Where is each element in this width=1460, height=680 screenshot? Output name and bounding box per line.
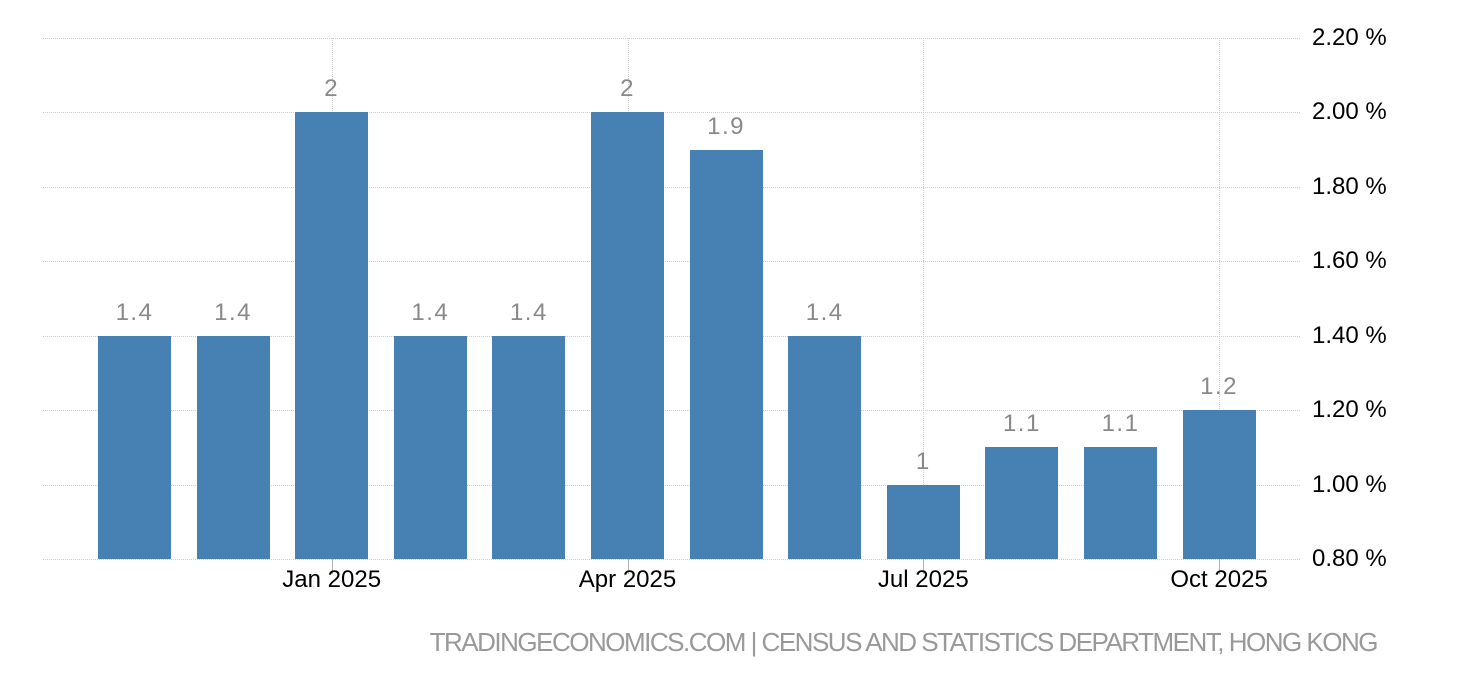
x-axis-tick xyxy=(331,559,333,574)
x-axis-label: Jan 2025 xyxy=(282,566,382,593)
bar-value-label: 1.4 xyxy=(805,298,844,326)
bar-feb-2025[interactable] xyxy=(393,335,467,559)
bar-oct-2025[interactable] xyxy=(1182,410,1256,559)
x-axis-tick xyxy=(627,559,629,574)
bar-value-label: 2 xyxy=(324,75,340,103)
bar-apr-2025[interactable] xyxy=(591,112,664,559)
bar-value-label: 1.4 xyxy=(509,298,548,326)
x-axis-tick xyxy=(1219,559,1221,574)
source-attribution: TRADINGECONOMICS.COM | CENSUS AND STATIS… xyxy=(429,627,1379,657)
bar-dec-2024[interactable] xyxy=(196,335,270,559)
bar-value-label: 1.4 xyxy=(411,298,450,326)
gridline-horizontal xyxy=(43,335,1300,337)
bar-value-label: 1.9 xyxy=(707,112,746,140)
x-axis-label: Jul 2025 xyxy=(877,566,969,593)
y-axis-label: 1.60 % xyxy=(1312,247,1387,275)
bar-value-label: 1.4 xyxy=(115,298,154,326)
gridline-horizontal xyxy=(43,559,1300,560)
gridline-horizontal xyxy=(43,112,1300,114)
bar-value-label: 1.1 xyxy=(1002,410,1041,438)
bar-jan-2025[interactable] xyxy=(295,112,369,559)
y-axis-label: 0.80 % xyxy=(1312,545,1387,572)
gridline-vertical xyxy=(923,38,925,559)
bar-mar-2025[interactable] xyxy=(492,335,566,559)
x-axis-tick xyxy=(923,559,925,574)
y-axis-label: 2.20 % xyxy=(1312,24,1387,51)
gridline-horizontal xyxy=(43,484,1300,486)
y-axis-label: 1.00 % xyxy=(1312,470,1387,498)
bar-value-label: 2 xyxy=(620,75,635,103)
gridline-horizontal xyxy=(43,186,1300,188)
bar-value-label: 1.1 xyxy=(1101,410,1140,438)
gridline-vertical xyxy=(1219,38,1221,559)
y-axis-label: 2.00 % xyxy=(1312,98,1387,126)
bar-value-label: 1 xyxy=(915,447,931,475)
bar-jul-2025[interactable] xyxy=(886,484,960,559)
gridline-horizontal xyxy=(43,261,1300,263)
y-axis-label: 1.20 % xyxy=(1312,396,1387,424)
bar-nov-2024[interactable] xyxy=(98,335,171,559)
bar-jun-2025[interactable] xyxy=(788,335,862,559)
bar-value-label: 1.2 xyxy=(1200,373,1239,401)
gridline-horizontal xyxy=(43,410,1300,412)
y-axis-label: 1.40 % xyxy=(1312,321,1387,349)
x-axis-label: Apr 2025 xyxy=(578,566,677,593)
x-axis-label: Oct 2025 xyxy=(1170,566,1268,593)
bar-sep-2025[interactable] xyxy=(1084,447,1157,559)
y-axis-label: 1.80 % xyxy=(1312,172,1387,200)
bar-aug-2025[interactable] xyxy=(985,447,1059,559)
gridline-horizontal xyxy=(43,38,1300,39)
bar-may-2025[interactable] xyxy=(689,149,763,559)
bar-value-label: 1.4 xyxy=(214,298,253,326)
